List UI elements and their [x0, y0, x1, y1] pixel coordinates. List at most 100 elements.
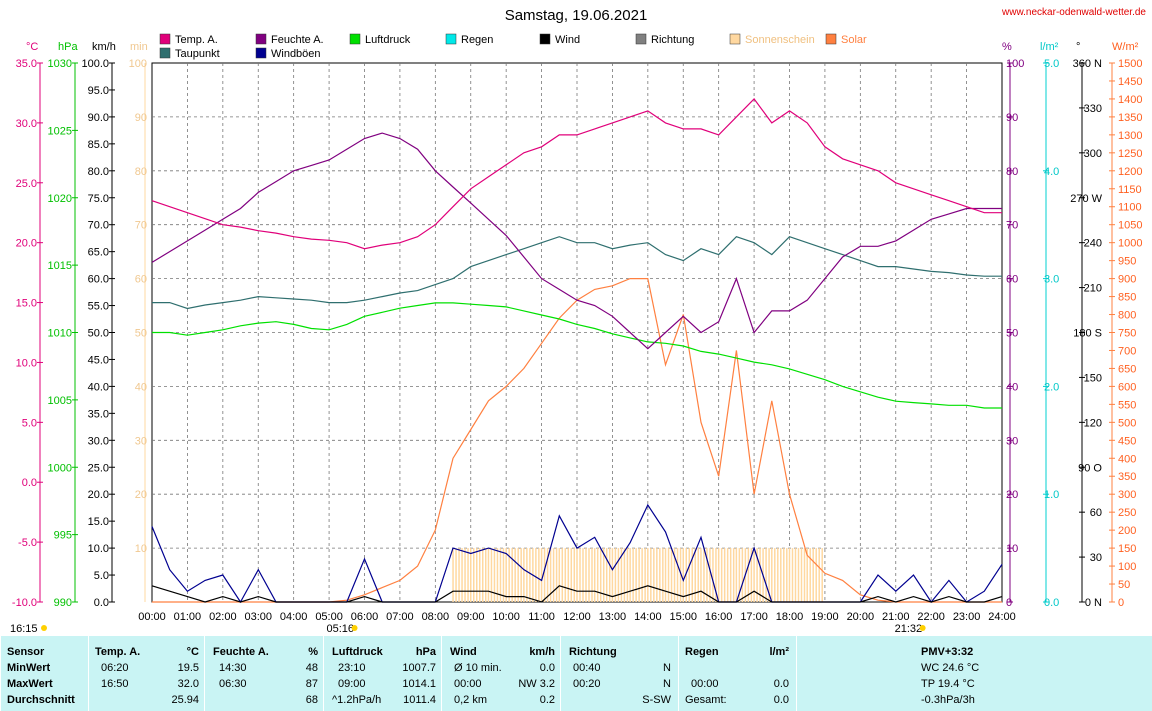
- daylength-label: 16:15: [10, 623, 38, 635]
- axis-unit-sun: min: [130, 41, 148, 53]
- axis-unit-hum: %: [1002, 41, 1012, 53]
- sunset-icon: [919, 625, 926, 631]
- hum-min-value: 48: [305, 662, 318, 674]
- tick-label-wind: 45.0: [88, 354, 109, 366]
- temp-max-time: 16:50: [101, 678, 129, 690]
- tick-label-wind: 15.0: [88, 516, 109, 528]
- press-min-value: 1007.7: [402, 662, 436, 674]
- time-tick-label: 07:00: [386, 611, 414, 623]
- axis-unit-press: hPa: [58, 41, 78, 53]
- tick-label-sun: 50: [135, 328, 147, 340]
- pmv-windchill: WC 24.6 °C: [921, 662, 980, 674]
- tick-label-sun: 30: [135, 435, 147, 447]
- rain-max-time: 00:00: [691, 678, 719, 690]
- tick-label-sun: 70: [135, 220, 147, 232]
- tick-label-press: 995: [54, 530, 72, 542]
- tick-label-temp: 5.0: [22, 417, 37, 429]
- tick-label-solar: 650: [1118, 363, 1136, 375]
- tick-label-wind: 25.0: [88, 462, 109, 474]
- daylength-icon: [41, 625, 47, 631]
- dir-max-value: N: [663, 678, 671, 690]
- time-tick-label: 22:00: [917, 611, 945, 623]
- tick-label-hum: 10: [1006, 543, 1018, 555]
- press-max-time: 09:00: [338, 678, 366, 690]
- tick-label-dir: 240: [1084, 238, 1102, 250]
- hum-min-time: 14:30: [219, 662, 247, 674]
- tick-label-solar: 1250: [1118, 148, 1142, 160]
- summary-col-pmv: PMV+3:32 WC 24.6 °C TP 19.4 °C -0.3hPa/3…: [796, 636, 1152, 711]
- summary-header-pressure-unit: hPa: [415, 646, 436, 658]
- tick-label-dir: 300: [1084, 148, 1102, 160]
- tick-label-rain: 5.0: [1044, 58, 1059, 70]
- summary-col-wind: Wind km/h Ø 10 min. 0.0 00:00 NW 3.2 0,2…: [441, 636, 561, 711]
- wind-max-time: 00:00: [454, 678, 482, 690]
- tick-label-sun: 10: [135, 543, 147, 555]
- tick-label-press: 1010: [48, 328, 72, 340]
- tick-label-wind: 50.0: [88, 328, 109, 340]
- time-tick-label: 12:00: [563, 611, 591, 623]
- time-tick-label: 23:00: [953, 611, 981, 623]
- wind-min-value: 0.0: [539, 662, 555, 674]
- time-tick-label: 00:00: [138, 611, 166, 623]
- tick-label-hum: 50: [1006, 328, 1018, 340]
- axis-unit-solar: W/m²: [1112, 41, 1139, 53]
- tick-label-rain: 2.0: [1044, 381, 1059, 393]
- time-tick-label: 11:00: [528, 611, 555, 623]
- tick-label-temp: 15.0: [16, 298, 37, 310]
- summary-header-wind-unit: km/h: [529, 646, 555, 658]
- tick-label-solar: 50: [1118, 579, 1130, 591]
- tick-label-sun: 90: [135, 112, 147, 124]
- time-tick-label: 03:00: [244, 611, 272, 623]
- axis-unit-dir: °: [1076, 41, 1080, 53]
- tick-label-solar: 300: [1118, 489, 1136, 501]
- tick-label-temp: 30.0: [16, 118, 37, 130]
- tick-label-hum: 80: [1006, 166, 1018, 178]
- wind-avg-value: 0.2: [539, 694, 555, 706]
- summary-header-temp-unit: °C: [186, 646, 199, 658]
- tick-label-press: 1025: [48, 125, 72, 137]
- tick-label-dir: 150: [1084, 372, 1102, 384]
- tick-label-rain: 0.0: [1044, 597, 1059, 609]
- press-avg-value: 1011.4: [403, 694, 436, 706]
- legend-swatch: [255, 47, 267, 59]
- series-line-temp-a-: [151, 97, 1002, 250]
- series-line-taupunkt: [152, 236, 1002, 310]
- summary-header-humidity-unit: %: [308, 646, 318, 658]
- tick-label-press: 1015: [48, 260, 72, 272]
- summary-header-temp: Temp. A.: [95, 646, 141, 658]
- summary-header-pressure: Luftdruck: [332, 646, 383, 658]
- dir-avg-value: S-SW: [642, 694, 671, 706]
- temp-min-value: 19.5: [177, 662, 199, 674]
- legend-label: Temp. A.: [175, 34, 218, 46]
- tick-label-rain: 4.0: [1044, 166, 1059, 178]
- tick-label-solar: 600: [1118, 381, 1136, 393]
- tick-label-dir: 30: [1090, 552, 1102, 564]
- sunrise-icon: [351, 625, 358, 631]
- tick-label-solar: 1350: [1118, 112, 1142, 124]
- tick-label-wind: 80.0: [88, 166, 109, 178]
- sunset-label: 21:32: [895, 623, 923, 635]
- tick-label-hum: 0: [1006, 597, 1012, 609]
- tick-label-temp: 0.0: [22, 477, 37, 489]
- tick-label-dir: 270 W: [1070, 193, 1102, 205]
- legend-label: Luftdruck: [365, 34, 411, 46]
- tick-label-temp: -5.0: [18, 537, 37, 549]
- summary-header-sensor: Sensor: [7, 646, 45, 658]
- tick-label-press: 1000: [48, 462, 72, 474]
- tick-label-press: 1020: [48, 193, 72, 205]
- tick-label-dir: 90 O: [1078, 462, 1102, 474]
- press-max-value: 1014.1: [402, 678, 436, 690]
- tick-label-solar: 450: [1118, 435, 1136, 447]
- tick-label-solar: 250: [1118, 507, 1136, 519]
- tick-label-solar: 200: [1118, 525, 1136, 537]
- tick-label-dir: 180 S: [1073, 328, 1102, 340]
- tick-label-dir: 360 N: [1073, 58, 1102, 70]
- time-tick-label: 15:00: [669, 611, 697, 623]
- summary-header-direction: Richtung: [569, 646, 617, 658]
- legend-swatch: [825, 33, 837, 45]
- time-tick-label: 08:00: [422, 611, 450, 623]
- tick-label-sun: 60: [135, 274, 147, 286]
- tick-label-solar: 550: [1118, 399, 1136, 411]
- tick-label-wind: 5.0: [94, 570, 109, 582]
- tick-label-solar: 1450: [1118, 76, 1142, 88]
